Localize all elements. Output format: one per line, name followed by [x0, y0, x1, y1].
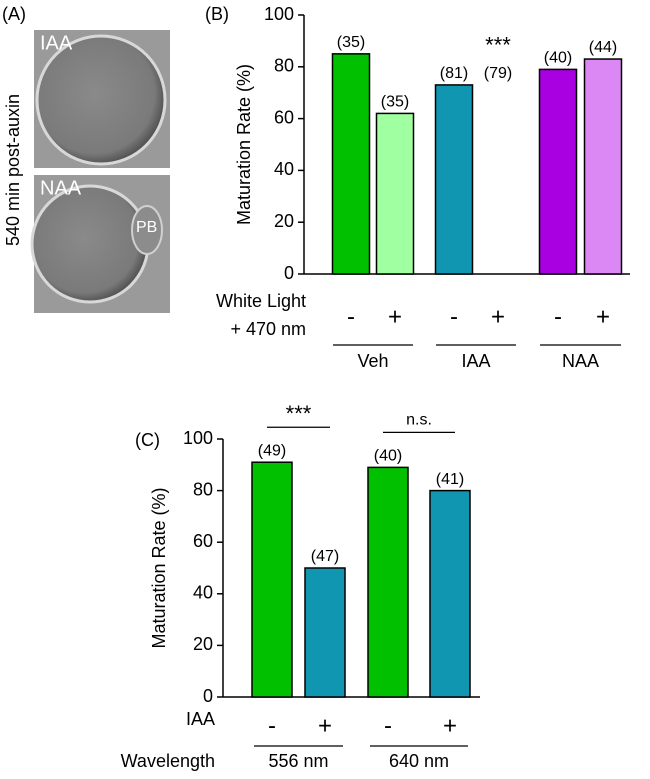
bar	[583, 58, 623, 275]
bar	[367, 466, 409, 698]
count-label: (44)	[589, 39, 617, 56]
significance: ***	[286, 401, 312, 426]
x-tick-label: +	[491, 303, 505, 330]
y-tick-label: 100	[183, 428, 213, 448]
significance: ***	[485, 33, 511, 58]
bar	[429, 489, 471, 698]
group-label: IAA	[461, 351, 490, 371]
row-label: White Light	[216, 291, 306, 311]
y-tick-label: 20	[193, 634, 213, 654]
bar	[434, 84, 474, 275]
x-tick-label: +	[596, 303, 610, 330]
x-tick-label: -	[384, 712, 392, 739]
bar	[331, 53, 371, 275]
x-tick-label: -	[347, 303, 355, 330]
count-label: (49)	[258, 442, 286, 459]
count-label: (79)	[484, 65, 512, 82]
x-tick-label: -	[268, 712, 276, 739]
y-axis-label: Maturation Rate (%)	[149, 487, 169, 648]
oocyte	[30, 184, 150, 304]
x-tick-label: +	[388, 303, 402, 330]
group-label: 640 nm	[389, 751, 449, 771]
count-label: (40)	[544, 50, 572, 67]
panel-label: (A)	[2, 4, 26, 24]
y-axis-label: Maturation Rate (%)	[234, 64, 254, 225]
bar	[251, 461, 293, 698]
panel-label: (B)	[205, 4, 229, 24]
x-tick-label: +	[318, 712, 332, 739]
row-label: IAA	[186, 709, 215, 729]
panel-a: (A) 540 min post-auxin IAA NAA PB	[2, 4, 170, 313]
pb-label: PB	[136, 219, 157, 236]
y-tick-label: 80	[274, 56, 294, 76]
count-label: (35)	[337, 34, 365, 51]
x-tick-label: +	[443, 712, 457, 739]
count-label: (41)	[436, 471, 464, 488]
count-label: (35)	[381, 94, 409, 111]
polar-body	[131, 205, 163, 255]
significance: n.s.	[406, 412, 432, 429]
x-tick-label: -	[554, 303, 562, 330]
group-label: NAA	[562, 351, 599, 371]
image-label: NAA	[40, 177, 82, 199]
row-label: Wavelength	[121, 751, 215, 771]
count-label: (47)	[311, 548, 339, 565]
oocyte	[35, 34, 167, 166]
bar	[538, 68, 578, 275]
y-tick-label: 0	[203, 686, 213, 706]
bar	[375, 112, 415, 275]
y-tick-label: 60	[193, 531, 213, 551]
y-tick-label: 60	[274, 107, 294, 127]
x-tick-label: -	[450, 303, 458, 330]
bar	[304, 567, 346, 698]
side-label: 540 min post-auxin	[3, 94, 23, 246]
count-label: (40)	[374, 448, 402, 465]
group-label: 556 nm	[268, 751, 328, 771]
y-tick-label: 20	[274, 211, 294, 231]
y-tick-label: 40	[274, 159, 294, 179]
y-tick-label: 100	[264, 4, 294, 24]
row-label: + 470 nm	[230, 319, 306, 339]
y-tick-label: 40	[193, 583, 213, 603]
panel-label: (C)	[135, 430, 160, 450]
group-label: Veh	[357, 351, 388, 371]
image-label: IAA	[40, 32, 73, 54]
y-tick-label: 80	[193, 479, 213, 499]
y-tick-label: 0	[284, 263, 294, 283]
count-label: (81)	[440, 65, 468, 82]
